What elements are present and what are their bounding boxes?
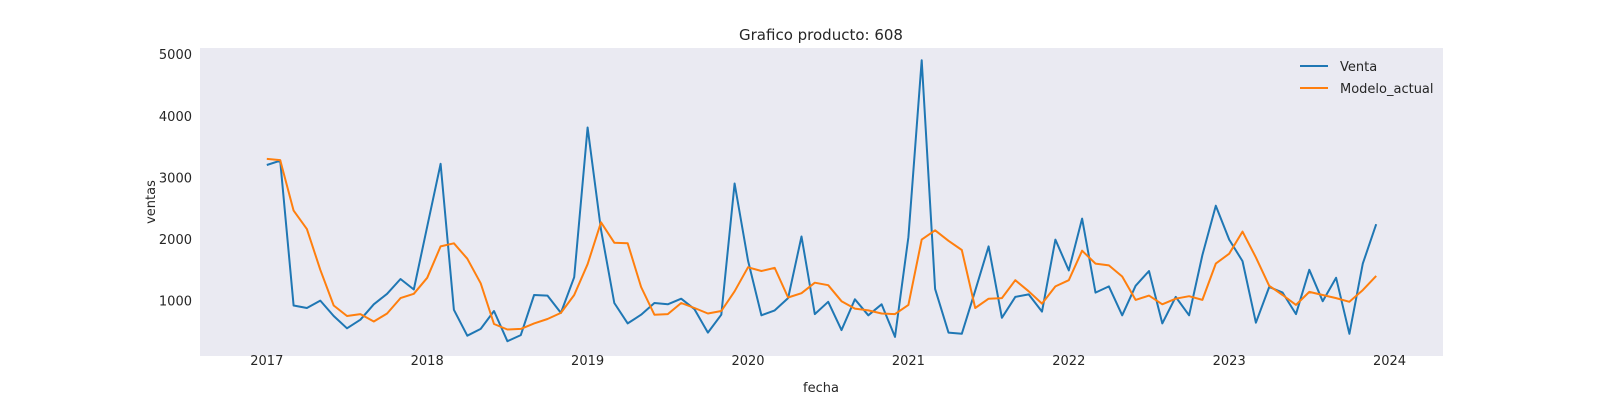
series-line-modelo-actual <box>266 157 1377 331</box>
series-line-venta <box>266 59 1378 343</box>
x-tick-label: 2017 <box>250 354 283 369</box>
y-axis-label: ventas <box>144 180 159 224</box>
legend-label-venta: Venta <box>1340 60 1377 75</box>
y-tick-label: 4000 <box>159 110 192 125</box>
y-tick-label: 1000 <box>159 295 192 310</box>
y-tick-label: 3000 <box>159 171 192 186</box>
x-tick-label: 2021 <box>892 354 925 369</box>
y-tick-label: 2000 <box>159 233 192 248</box>
legend-label-modelo-actual: Modelo_actual <box>1340 82 1434 97</box>
x-tick-label: 2022 <box>1052 354 1085 369</box>
x-tick-label: 2020 <box>731 354 764 369</box>
plot-area <box>200 48 1443 356</box>
legend: Venta Modelo_actual <box>1300 60 1434 97</box>
x-axis-label: fecha <box>803 381 839 396</box>
x-tick-label: 2018 <box>411 354 444 369</box>
x-tick-label: 2024 <box>1373 354 1406 369</box>
x-tick-label: 2023 <box>1213 354 1246 369</box>
chart-title: Grafico producto: 608 <box>739 26 903 44</box>
x-tick-label: 2019 <box>571 354 604 369</box>
y-tick-label: 5000 <box>159 48 192 63</box>
